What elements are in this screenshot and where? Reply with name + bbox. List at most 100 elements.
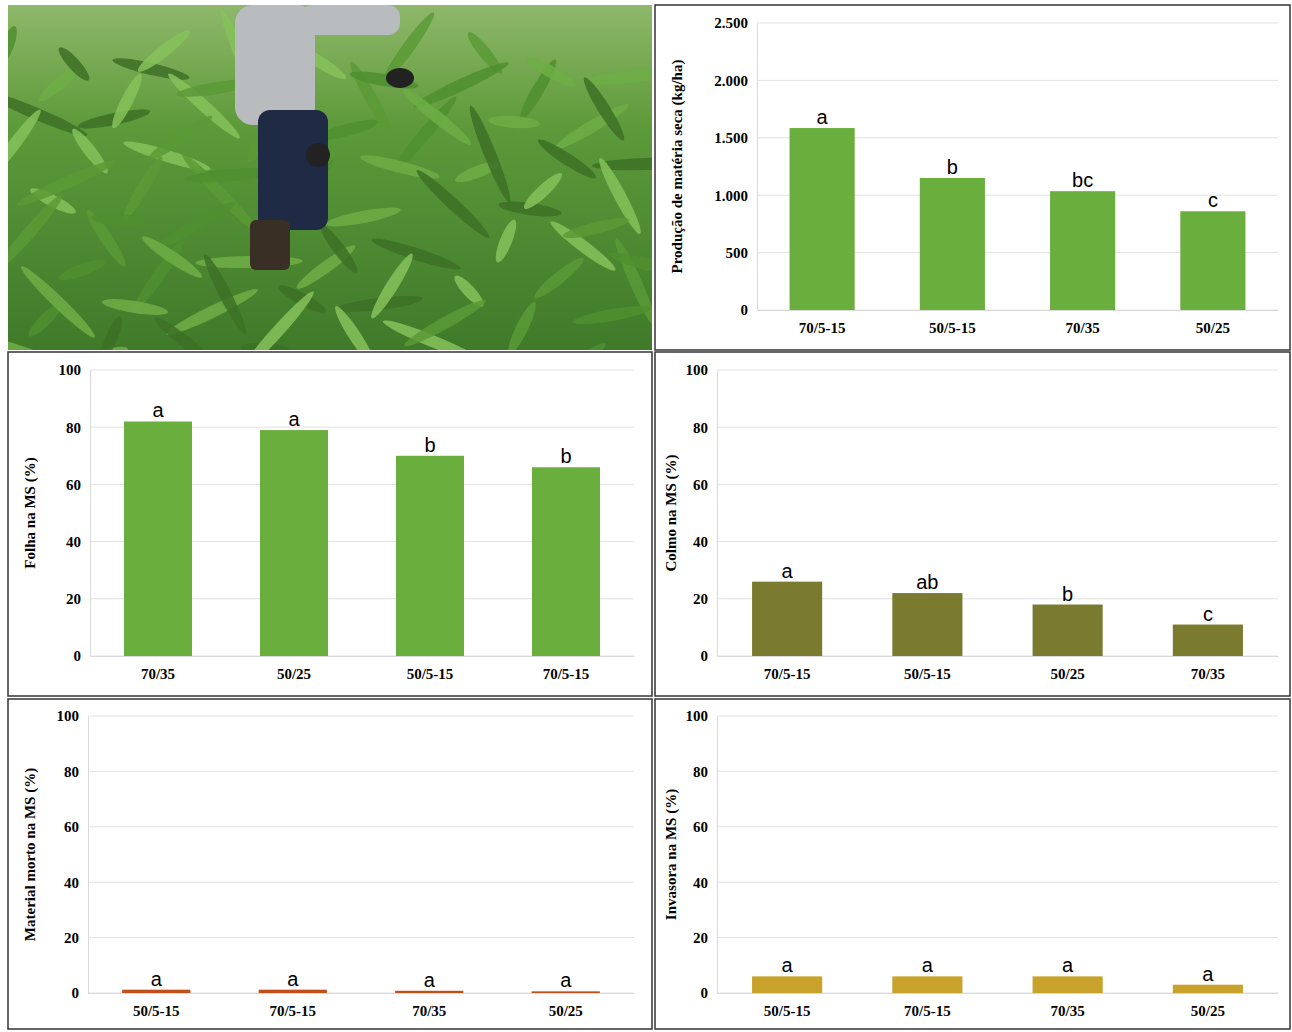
panel-frame (8, 699, 652, 1029)
y-tick: 500 (726, 245, 758, 261)
y-tick: 100 (686, 362, 718, 378)
photo-leaf (531, 254, 588, 303)
x-tick: 50/25 (1196, 310, 1230, 336)
y-tick-label: 20 (693, 591, 708, 607)
y-tick-label: 80 (693, 764, 708, 780)
significance-letter: a (1202, 963, 1214, 985)
grid-line (88, 771, 634, 772)
x-tick-label: 50/5-15 (133, 1003, 180, 1019)
photo-shape (258, 110, 328, 230)
y-tick-label: 0 (741, 302, 749, 318)
bars (124, 421, 600, 656)
panel-frame (655, 5, 1290, 350)
y-tick-label: 20 (693, 930, 708, 946)
x-tick-label: 70/5-15 (269, 1003, 316, 1019)
bar (1033, 976, 1103, 993)
y-axis: 020406080100 (686, 362, 718, 664)
y-tick-label: 1.500 (714, 130, 748, 146)
grid-line (88, 826, 634, 827)
y-tick-label: 40 (693, 875, 708, 891)
y-tick-label: 0 (701, 648, 709, 664)
y-tick-label: 80 (64, 764, 79, 780)
photo-shape (250, 220, 290, 270)
x-tick-label: 50/25 (1196, 320, 1230, 336)
x-tick: 70/5-15 (543, 656, 590, 682)
x-tick-label: 70/5-15 (764, 666, 811, 682)
photo-leaf (465, 104, 515, 205)
annotations: aaaa (782, 954, 1215, 984)
x-tick-label: 50/5-15 (929, 320, 976, 336)
x-tick: 50/25 (1051, 656, 1085, 682)
x-tick: 70/5-15 (799, 310, 846, 336)
x-tick: 50/5-15 (904, 656, 951, 682)
x-axis: 50/5-1570/5-1570/3550/25 (89, 993, 635, 1019)
bar (892, 976, 962, 993)
x-tick-label: 70/5-15 (904, 1003, 951, 1019)
x-tick-label: 70/35 (1051, 1003, 1085, 1019)
photo-leaf (541, 339, 609, 350)
grid-line (717, 370, 1278, 371)
x-axis: 50/5-1570/5-1570/3550/25 (718, 993, 1279, 1019)
photo-leaf (367, 251, 417, 322)
grid (717, 716, 1278, 993)
y-tick: 0 (72, 985, 89, 1001)
y-axis: 020406080100 (59, 362, 91, 664)
photo-leaf (67, 343, 130, 350)
x-tick: 70/35 (412, 993, 446, 1019)
photo-leaf (369, 234, 462, 274)
photo-leaf (523, 53, 579, 91)
bars (752, 976, 1243, 993)
bar (1173, 625, 1243, 656)
chart-panel: 02040608010050/5-1570/5-1570/3550/25Mate… (8, 699, 652, 1029)
x-axis-line (89, 993, 635, 994)
significance-letter: a (152, 399, 164, 421)
photo-leaf (144, 111, 215, 165)
y-tick: 80 (66, 420, 90, 436)
grid-line (717, 937, 1278, 938)
photo-leaf (55, 44, 93, 85)
photo-leaf (562, 214, 631, 242)
photo-leaf (8, 106, 45, 186)
significance-letter: a (817, 106, 829, 128)
photo-leaf (504, 299, 540, 350)
photo-leaf (535, 135, 599, 183)
y-axis-title: Material morto na MS (%) (22, 768, 39, 941)
significance-letter: a (782, 560, 794, 582)
bars (790, 128, 1246, 310)
figure: 05001.0001.5002.0002.50070/5-1550/5-1570… (0, 0, 1292, 1032)
y-tick: 20 (693, 591, 717, 607)
y-tick-label: 0 (701, 985, 709, 1001)
photo-leaf (139, 232, 205, 282)
y-axis: 020406080100 (57, 708, 89, 1001)
grid-line (717, 484, 1278, 485)
y-tick: 40 (66, 534, 90, 550)
photo-person (235, 5, 414, 270)
grid-line (88, 716, 634, 717)
y-axis-line (717, 371, 718, 657)
annotations: aabb (152, 399, 571, 467)
y-tick: 1.000 (714, 188, 757, 204)
x-tick-label: 70/35 (1066, 320, 1100, 336)
grid-line (757, 23, 1278, 24)
photo-leaf (238, 288, 318, 350)
y-tick: 60 (64, 819, 88, 835)
chart-panel: 02040608010050/5-1570/5-1570/3550/25Inva… (655, 699, 1290, 1029)
x-tick: 70/5-15 (904, 993, 951, 1019)
x-tick: 70/35 (1191, 656, 1225, 682)
photo-leaf (8, 190, 67, 276)
y-tick-label: 60 (693, 477, 708, 493)
x-tick-label: 50/25 (1051, 666, 1085, 682)
photo-leaf (488, 114, 541, 130)
grid-line (757, 80, 1278, 81)
grid-line (88, 882, 634, 883)
y-tick: 20 (66, 591, 90, 607)
y-tick: 80 (693, 420, 717, 436)
significance-letter: b (560, 445, 571, 467)
bar (892, 593, 962, 656)
x-axis: 70/5-15 50/5-15 50/25 70/35 (718, 656, 1279, 682)
bar (790, 128, 855, 310)
bar (124, 421, 192, 656)
y-tick: 60 (693, 819, 717, 835)
y-tick-label: 60 (64, 819, 79, 835)
bar (396, 456, 464, 656)
